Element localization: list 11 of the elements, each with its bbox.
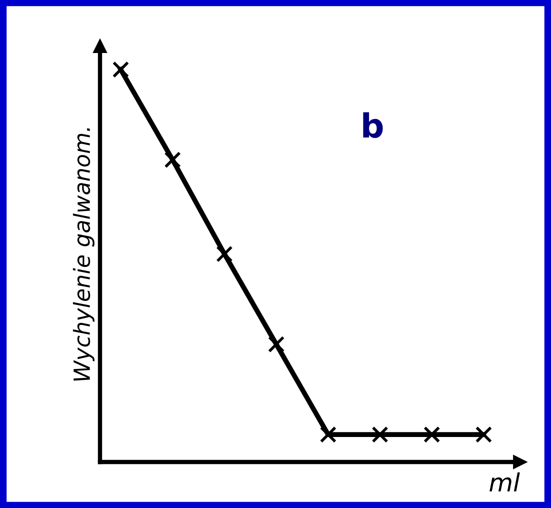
point xyxy=(164,151,181,168)
point xyxy=(475,426,492,443)
x-axis-title: ml xyxy=(490,472,520,492)
point xyxy=(112,61,130,78)
y-axis-title: Wychylenie galwanom. xyxy=(72,128,94,381)
point xyxy=(372,426,388,443)
point xyxy=(216,246,233,262)
annotation: b xyxy=(363,112,383,138)
point xyxy=(268,336,285,353)
point xyxy=(424,426,440,443)
point xyxy=(320,426,336,443)
